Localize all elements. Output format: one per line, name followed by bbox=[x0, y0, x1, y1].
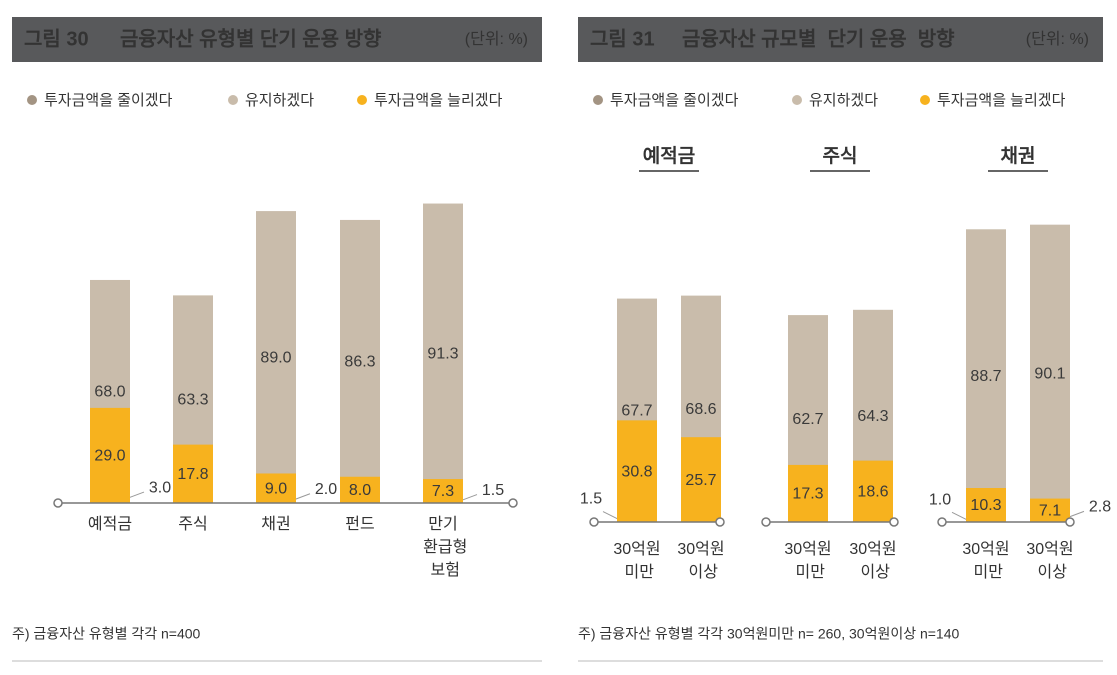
value-label: 2.0 bbox=[315, 481, 337, 498]
axis-end bbox=[937, 517, 947, 527]
header-bar bbox=[12, 17, 542, 62]
bar-segment bbox=[90, 407, 130, 503]
x-tick-label: 주식 bbox=[178, 515, 207, 533]
axis-end bbox=[53, 498, 63, 508]
legend-label: 투자금액을 줄이겠다 bbox=[610, 92, 739, 109]
axis-end bbox=[1065, 517, 1075, 527]
bar-segment bbox=[340, 219, 380, 503]
bar-segment bbox=[423, 203, 463, 503]
value-label: 8.0 bbox=[349, 482, 371, 499]
leader-line bbox=[1067, 510, 1085, 518]
bar-segment bbox=[966, 488, 1006, 522]
bar-segment bbox=[256, 211, 296, 503]
chart-title: 금융자산 규모별 단기 운용 방향 bbox=[682, 27, 955, 50]
bar-segment bbox=[617, 420, 657, 522]
value-label: 1.5 bbox=[482, 482, 504, 499]
bar-segment bbox=[173, 444, 213, 503]
value-label: 30.8 bbox=[621, 463, 652, 480]
value-label: 1.0 bbox=[929, 492, 951, 509]
x-tick-label: 펀드 bbox=[345, 515, 374, 533]
group-label: 예적금 bbox=[643, 145, 695, 167]
axis-end bbox=[761, 517, 771, 527]
legend-label: 투자금액을 늘리겠다 bbox=[937, 92, 1066, 109]
figure-label: 그림 31 bbox=[590, 27, 655, 50]
value-label: 64.3 bbox=[857, 408, 888, 425]
x-tick-label: 30억원 이상 bbox=[849, 540, 896, 581]
x-tick-label: 30억원 이상 bbox=[677, 540, 724, 581]
axis-end bbox=[715, 517, 725, 527]
legend-marker bbox=[792, 95, 802, 105]
legend-marker bbox=[593, 95, 603, 105]
header-bar bbox=[578, 17, 1103, 62]
bar-segment bbox=[681, 437, 721, 522]
x-tick-label: 예적금 bbox=[88, 515, 132, 533]
legend-marker bbox=[357, 95, 367, 105]
value-label: 89.0 bbox=[260, 349, 291, 366]
chart-title: 금융자산 유형별 단기 운용 방향 bbox=[120, 27, 382, 50]
group-label: 주식 bbox=[823, 145, 858, 167]
value-label: 3.0 bbox=[149, 479, 171, 496]
value-label: 91.3 bbox=[427, 345, 458, 362]
value-label: 25.7 bbox=[685, 472, 716, 489]
bar-segment bbox=[788, 464, 828, 522]
value-label: 9.0 bbox=[265, 480, 287, 497]
legend-label: 유지하겠다 bbox=[809, 92, 878, 109]
x-tick-label: 만기 환급형 보험 bbox=[419, 515, 468, 579]
value-label: 88.7 bbox=[970, 368, 1001, 385]
value-label: 17.3 bbox=[792, 486, 823, 503]
leader-line bbox=[127, 491, 145, 499]
footnote: 주) 금융자산 유형별 각각 30억원미만 n= 260, 30억원이상 n=1… bbox=[578, 626, 960, 642]
leader-line bbox=[602, 511, 620, 520]
footnote: 주) 금융자산 유형별 각각 n=400 bbox=[12, 626, 201, 642]
bar-segment bbox=[340, 476, 380, 503]
bar-segment bbox=[256, 473, 296, 503]
value-label: 68.6 bbox=[685, 401, 716, 418]
leader-line bbox=[460, 494, 478, 502]
unit-label: (단위: %) bbox=[1026, 30, 1089, 48]
x-tick-label: 채권 bbox=[261, 515, 290, 533]
bar-segment bbox=[423, 479, 463, 503]
legend-label: 유지하겠다 bbox=[245, 92, 314, 109]
axis-end bbox=[589, 517, 599, 527]
value-label: 2.8 bbox=[1089, 499, 1111, 516]
group-label: 채권 bbox=[1001, 145, 1036, 167]
leader-line bbox=[293, 493, 311, 501]
value-label: 10.3 bbox=[970, 497, 1001, 514]
value-label: 1.5 bbox=[580, 491, 602, 508]
unit-label: (단위: %) bbox=[465, 30, 528, 48]
bar-segment bbox=[966, 229, 1006, 523]
x-tick-label: 30억원 미만 bbox=[613, 540, 660, 581]
value-label: 18.6 bbox=[857, 484, 888, 501]
value-label: 17.8 bbox=[177, 466, 208, 483]
legend-marker bbox=[228, 95, 238, 105]
x-tick-label: 30억원 이상 bbox=[1026, 540, 1073, 581]
legend-marker bbox=[920, 95, 930, 105]
x-tick-label: 30억원 미만 bbox=[962, 540, 1009, 581]
leader-line bbox=[951, 511, 969, 521]
axis-end bbox=[508, 498, 518, 508]
value-label: 7.3 bbox=[432, 483, 454, 500]
bar-segment bbox=[853, 460, 893, 522]
value-label: 62.7 bbox=[792, 411, 823, 428]
value-label: 86.3 bbox=[344, 354, 375, 371]
value-label: 7.1 bbox=[1039, 503, 1061, 520]
legend-marker bbox=[27, 95, 37, 105]
value-label: 29.0 bbox=[94, 448, 125, 465]
figure-label: 그림 30 bbox=[24, 27, 89, 50]
x-tick-label: 30억원 미만 bbox=[784, 540, 831, 581]
value-label: 67.7 bbox=[621, 403, 652, 420]
legend-label: 투자금액을 줄이겠다 bbox=[44, 92, 173, 109]
value-label: 90.1 bbox=[1034, 366, 1065, 383]
legend-label: 투자금액을 늘리겠다 bbox=[374, 92, 503, 109]
bar-segment bbox=[1030, 224, 1070, 523]
bar-segment bbox=[1030, 498, 1070, 522]
axis-end bbox=[889, 517, 899, 527]
value-label: 63.3 bbox=[177, 391, 208, 408]
value-label: 68.0 bbox=[94, 384, 125, 401]
